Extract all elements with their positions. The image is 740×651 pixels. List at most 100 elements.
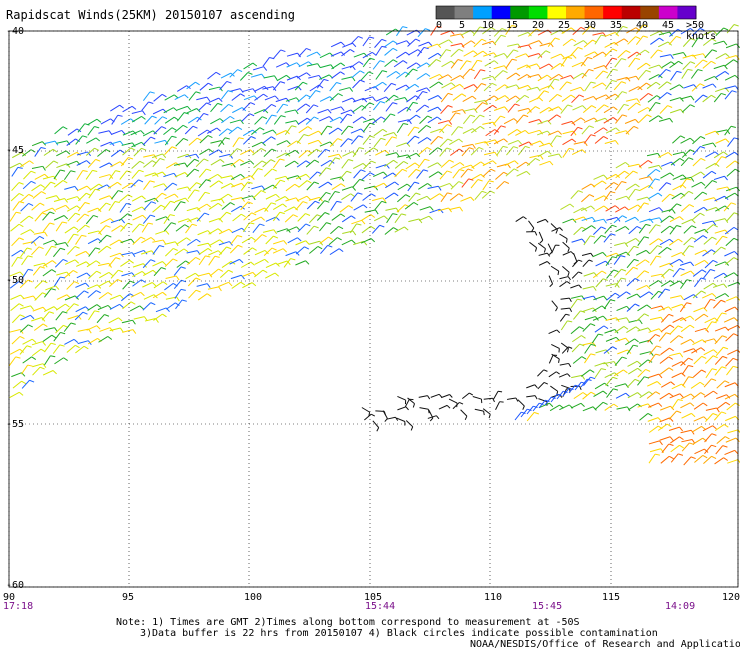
wind-barb [111, 191, 118, 200]
time-label-3: 15:45 [532, 601, 562, 613]
wind-barb [462, 41, 471, 47]
wind-barb [687, 179, 692, 180]
wind-barb [646, 224, 651, 225]
wind-barb [361, 215, 370, 221]
wind-barb [442, 61, 452, 66]
wind-barb [271, 203, 276, 204]
wind-barb [517, 162, 526, 168]
wind-barb-contaminated [526, 396, 535, 397]
wind-barb-contaminated [544, 370, 548, 372]
wind-barb [307, 196, 311, 199]
wind-barb [535, 158, 539, 160]
wind-barb [408, 219, 419, 222]
wind-barb [18, 167, 23, 168]
wind-barb [118, 279, 122, 281]
wind-barb-contaminated [549, 372, 556, 377]
wind-barb [88, 127, 95, 136]
wind-barb [615, 92, 622, 100]
wind-barb [107, 246, 111, 248]
legend-label-50: >50 knots [686, 20, 740, 42]
wind-barb [184, 138, 189, 140]
wind-barb [122, 143, 133, 146]
wind-barb [648, 96, 657, 103]
wind-barb [728, 325, 738, 330]
wind-barb [110, 240, 120, 245]
wind-barb [337, 238, 341, 240]
wind-barb [659, 208, 662, 212]
wind-barb [218, 103, 223, 105]
wind-barb [581, 336, 585, 339]
wind-barb [295, 184, 299, 187]
wind-barb [702, 270, 706, 273]
wind-barb [702, 221, 713, 224]
wind-barb [629, 226, 637, 233]
wind-barb [658, 116, 662, 119]
wind-barb [249, 223, 254, 224]
wind-barb [717, 381, 725, 388]
wind-barb [655, 179, 660, 180]
wind-barb [315, 201, 320, 203]
wind-barb [176, 276, 179, 280]
wind-barb [12, 315, 20, 323]
wind-barb [603, 128, 607, 131]
wind-barb [727, 169, 735, 176]
wind-barb [688, 358, 692, 360]
legend-swatch [659, 6, 678, 19]
wind-barb [459, 139, 463, 142]
wind-barb [243, 137, 251, 145]
wind-barb [132, 271, 142, 276]
wind-barb [683, 377, 689, 386]
wind-barb [121, 219, 124, 223]
wind-barb [625, 226, 629, 229]
wind-barb [128, 214, 132, 216]
wind-barb [682, 105, 690, 113]
wind-barb [571, 47, 578, 55]
wind-barb [503, 71, 507, 73]
wind-barb [417, 30, 421, 33]
wind-barb [134, 148, 142, 156]
wind-barb [667, 247, 671, 249]
wind-barb [705, 152, 715, 157]
wind-barb [376, 97, 386, 101]
wind-barb-contaminated [518, 400, 524, 406]
legend-swatch [603, 6, 622, 19]
wind-barb [306, 241, 309, 245]
wind-barb [723, 446, 728, 448]
wind-barb [281, 116, 286, 117]
wind-barb [78, 341, 89, 344]
wind-barb [341, 77, 352, 79]
wind-barb [635, 37, 640, 39]
wind-barb [46, 246, 52, 255]
wind-barb [670, 98, 681, 101]
wind-barb [713, 426, 717, 429]
wind-barb [639, 115, 647, 123]
wind-barb [538, 74, 541, 78]
wind-barb [341, 49, 350, 56]
legend-swatch [622, 6, 641, 19]
wind-barb [700, 382, 704, 385]
wind-barb [716, 54, 726, 59]
wind-barb [211, 159, 220, 165]
wind-barb [197, 204, 206, 210]
wind-barb [305, 214, 310, 216]
wind-barb [250, 150, 254, 153]
wind-barb [677, 226, 682, 227]
wind-barb [244, 248, 253, 255]
wind-barb [52, 246, 57, 247]
wind-barb [197, 284, 208, 287]
wind-barb [396, 41, 406, 45]
wind-barb [318, 246, 322, 248]
wind-barb [528, 54, 539, 57]
wind-barb [264, 67, 267, 71]
wind-barb [585, 317, 596, 320]
wind-barb [691, 413, 695, 416]
lat-label-40: -40 [6, 26, 24, 38]
wind-barb [661, 269, 669, 277]
wind-barb [681, 158, 688, 166]
wind-barb [678, 326, 683, 328]
wind-barb [527, 171, 531, 174]
wind-barb [254, 110, 264, 114]
wind-barb [128, 223, 133, 225]
wind-barb [106, 149, 110, 151]
wind-barb [568, 105, 573, 106]
